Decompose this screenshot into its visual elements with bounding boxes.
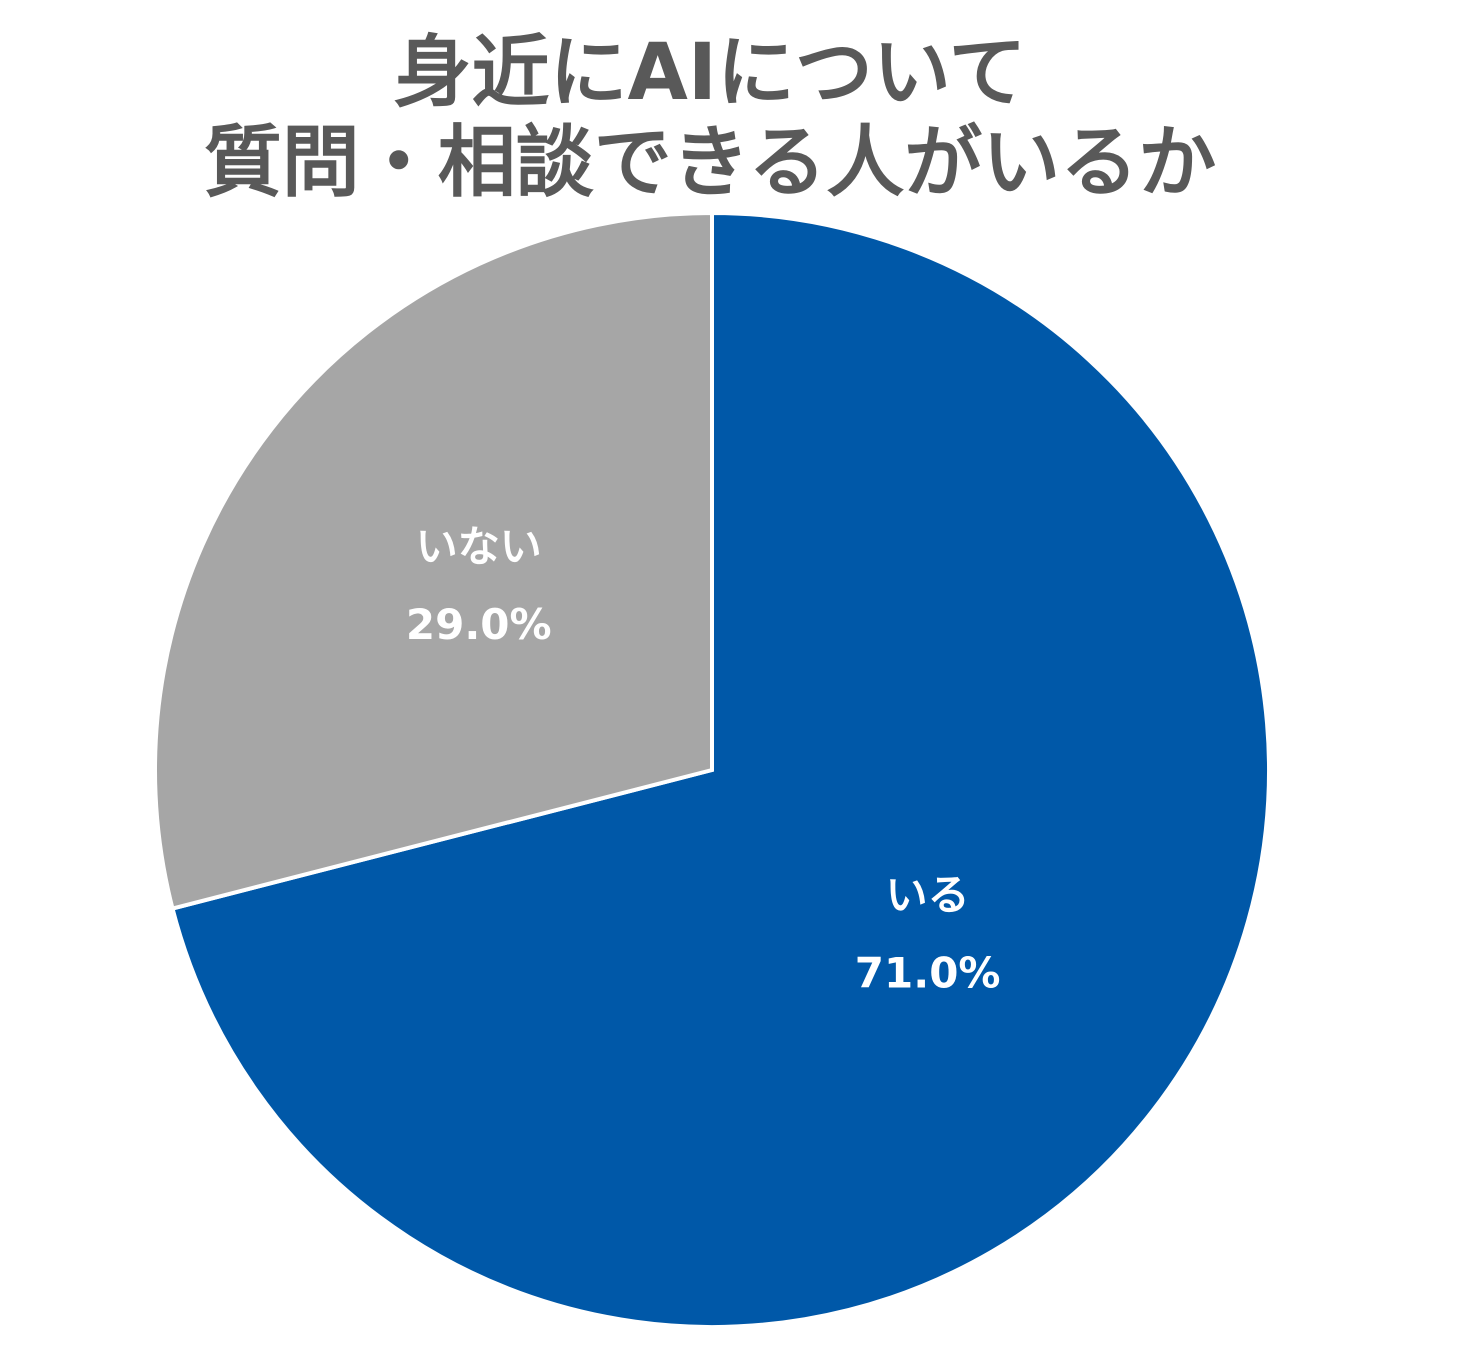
slice-value-label-2: 29.0% — [406, 600, 552, 649]
pie-slice-2 — [153, 210, 714, 911]
chart-title-line-1: 身近にAIについて — [393, 28, 1027, 118]
chart-title-line-2: 質問・相談できる人がいるか — [203, 118, 1217, 208]
chart-title: 身近にAIについて 質問・相談できる人がいるか — [0, 28, 1420, 208]
pie-slice-1 — [170, 210, 1271, 1329]
slice-label-1: いる — [886, 870, 970, 919]
slice-label-2: いない — [416, 522, 542, 571]
slice-value-label-1: 71.0% — [855, 948, 1001, 997]
